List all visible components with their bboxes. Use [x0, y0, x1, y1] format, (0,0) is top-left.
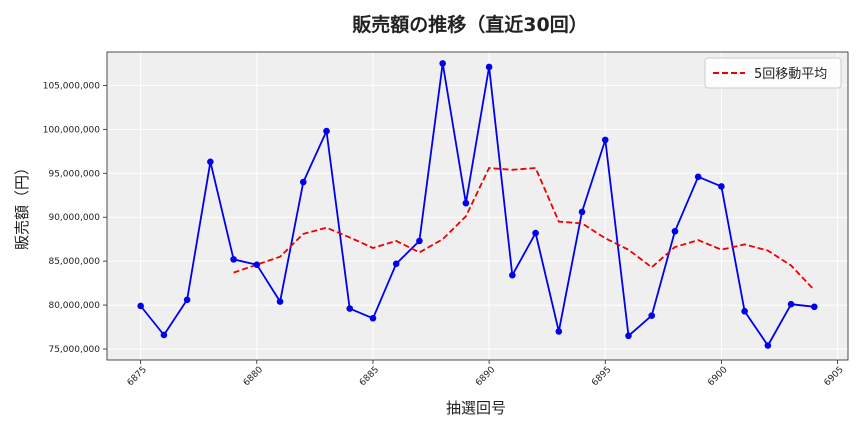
sales-data-point — [183, 296, 191, 304]
legend-box — [704, 57, 842, 89]
sales-data-point — [625, 332, 632, 340]
sales-data-point — [485, 63, 493, 71]
sales-data-point — [160, 331, 168, 339]
sales-data-point — [369, 314, 377, 322]
sales-data-point — [601, 136, 609, 144]
legend-label-moving-average: 5回移動平均 — [754, 67, 827, 82]
sales-data-point — [718, 183, 725, 190]
sales-data-point — [416, 237, 423, 245]
sales-line — [139, 62, 815, 347]
sales-data-point — [207, 158, 214, 166]
sales-data-point — [694, 173, 702, 181]
sales-data-point — [555, 328, 563, 335]
sales-data-point — [648, 312, 656, 319]
sales-data-point — [346, 305, 354, 312]
sales-data-point — [230, 256, 237, 263]
y-tick-label: 90,000,000 — [48, 213, 100, 223]
sales-data-point — [811, 303, 818, 311]
sales-data-point — [323, 127, 330, 135]
chart-title: 販売額の推移（直近30回） — [352, 13, 587, 36]
sales-data-point — [299, 178, 307, 186]
y-axis-label: 販売額（円） — [13, 160, 31, 250]
y-tick-label: 85,000,000 — [48, 257, 100, 267]
sales-data-point — [392, 260, 400, 268]
x-axis-label: 抽選回号 — [446, 399, 506, 417]
y-tick-label: 105,000,000 — [43, 81, 101, 91]
sales-data-point — [578, 208, 586, 216]
sales-data-point — [532, 229, 539, 237]
y-tick-label: 100,000,000 — [43, 125, 101, 135]
moving-average-line — [233, 167, 815, 291]
y-tick-label: 80,000,000 — [48, 301, 100, 311]
sales-data-point — [741, 307, 748, 315]
sales-data-point — [764, 342, 772, 349]
sales-data-point — [462, 199, 470, 207]
sales-data-point — [253, 261, 261, 268]
series-layer — [137, 60, 818, 349]
legend: 5回移動平均 — [704, 57, 842, 89]
sales-data-point — [671, 227, 679, 235]
plot-area — [107, 52, 848, 360]
sales-data-point — [137, 302, 144, 310]
sales-data-point — [509, 271, 516, 279]
y-tick-label: 95,000,000 — [48, 169, 100, 179]
plot-frame — [106, 51, 849, 361]
grid-lines — [107, 52, 848, 360]
sales-data-point — [439, 60, 446, 67]
y-tick-label: 75,000,000 — [48, 345, 100, 355]
sales-data-point — [787, 300, 795, 308]
sales-data-point — [276, 298, 284, 305]
